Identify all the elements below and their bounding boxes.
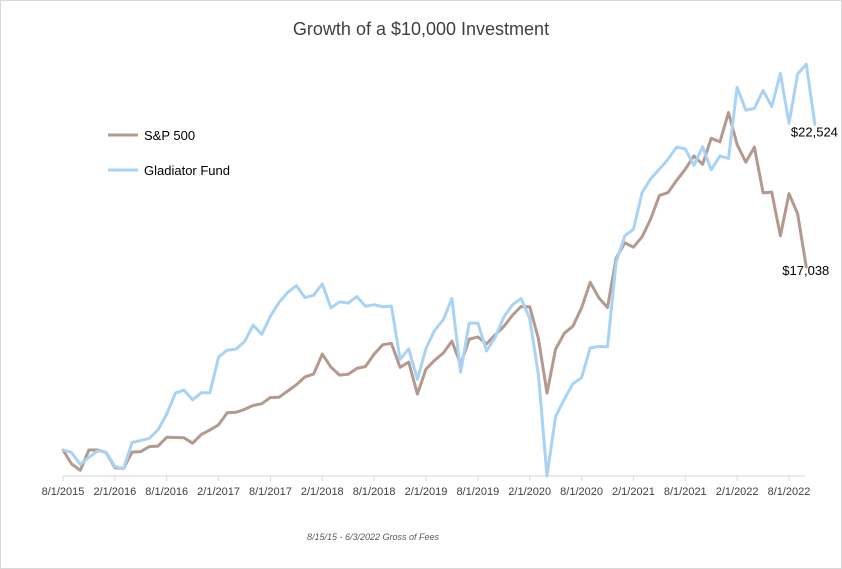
x-tick-label: 8/1/2018: [353, 486, 396, 498]
x-tick-label: 8/1/2020: [560, 486, 603, 498]
x-tick-label: 2/1/2021: [612, 486, 655, 498]
x-axis-ticks: 8/1/2015 2/1/2016 8/1/2016 2/1/2017 8/1/2017…: [42, 476, 811, 498]
chart-title: Growth of a $10,000 Investment: [292, 19, 550, 39]
end-labels: $17,038 $22,524: [782, 124, 838, 278]
x-tick-label: 2/1/2022: [716, 486, 759, 498]
chart-footnote: 8/15/15 - 6/3/2022 Gross of Fees: [306, 532, 440, 542]
x-tick-label: 8/1/2015: [42, 486, 85, 498]
series-line-sp500: [61, 111, 808, 472]
series-line-gladiator: [61, 62, 817, 478]
x-tick-label: 8/1/2019: [456, 486, 499, 498]
x-tick-label: 2/1/2019: [405, 486, 448, 498]
end-label-gladiator: $22,524: [791, 124, 838, 139]
x-tick-label: 8/1/2021: [664, 486, 707, 498]
x-tick-label: 2/1/2018: [301, 486, 344, 498]
x-tick-label: 8/1/2022: [768, 486, 811, 498]
legend-label-gladiator: Gladiator Fund: [144, 163, 230, 178]
legend-label-sp500: S&P 500: [144, 128, 195, 143]
x-tick-label: 8/1/2017: [249, 486, 292, 498]
x-tick-label: 8/1/2016: [145, 486, 188, 498]
x-tick-label: 2/1/2016: [93, 486, 136, 498]
end-label-sp500: $17,038: [782, 263, 829, 278]
series-layer: [61, 62, 817, 478]
x-tick-label: 2/1/2020: [508, 486, 551, 498]
legend: S&P 500 Gladiator Fund: [108, 128, 230, 178]
x-tick-label: 2/1/2017: [197, 486, 240, 498]
